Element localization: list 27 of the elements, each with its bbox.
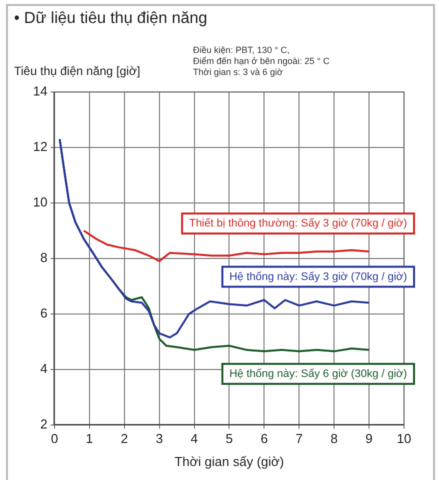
x-tick-label: 5 xyxy=(226,431,233,446)
y-tick-label: 10 xyxy=(32,194,48,210)
y-tick-label: 14 xyxy=(32,84,48,99)
x-tick-label: 2 xyxy=(120,431,128,446)
x-axis-title: Thời gian sấy (giờ) xyxy=(174,454,284,469)
x-tick-label: 1 xyxy=(86,431,94,446)
text: Điều kiện: PBT, 130 ° C, xyxy=(193,45,290,55)
y-tick-label: 2 xyxy=(40,416,48,432)
x-tick-label: 3 xyxy=(156,431,163,446)
y-axis-title: Tiêu thụ điện năng [giờ] xyxy=(14,64,140,78)
chart-title: • Dữ liệu tiêu thụ điện năng xyxy=(14,10,208,28)
x-tick-label: 6 xyxy=(260,431,268,446)
y-tick-label: 8 xyxy=(40,250,48,265)
y-tick-label: 6 xyxy=(40,305,48,320)
y-tick-label: 12 xyxy=(32,139,48,154)
text: Điểm đến hạn ở bên ngoài: 25 ° C xyxy=(193,56,330,66)
x-tick-label: 7 xyxy=(296,431,303,446)
series-label: Hệ thống này: Sấy 3 giờ (70kg / giờ) xyxy=(229,270,408,283)
y-tick-label: 4 xyxy=(40,360,48,376)
x-tick-label: 4 xyxy=(190,431,198,446)
text: Thời gian s: 3 và 6 giờ xyxy=(193,67,283,77)
x-tick-label: 10 xyxy=(396,431,412,446)
series-label: Hệ thống này: Sấy 6 giờ (30kg / giờ) xyxy=(229,368,408,380)
x-tick-label: 8 xyxy=(330,431,338,446)
x-tick-label: 9 xyxy=(365,431,373,446)
text: Thiết bị thông thường: Sấy 3 giờ (70kg / giờ) xyxy=(189,218,408,230)
x-tick-label: 0 xyxy=(50,431,58,446)
